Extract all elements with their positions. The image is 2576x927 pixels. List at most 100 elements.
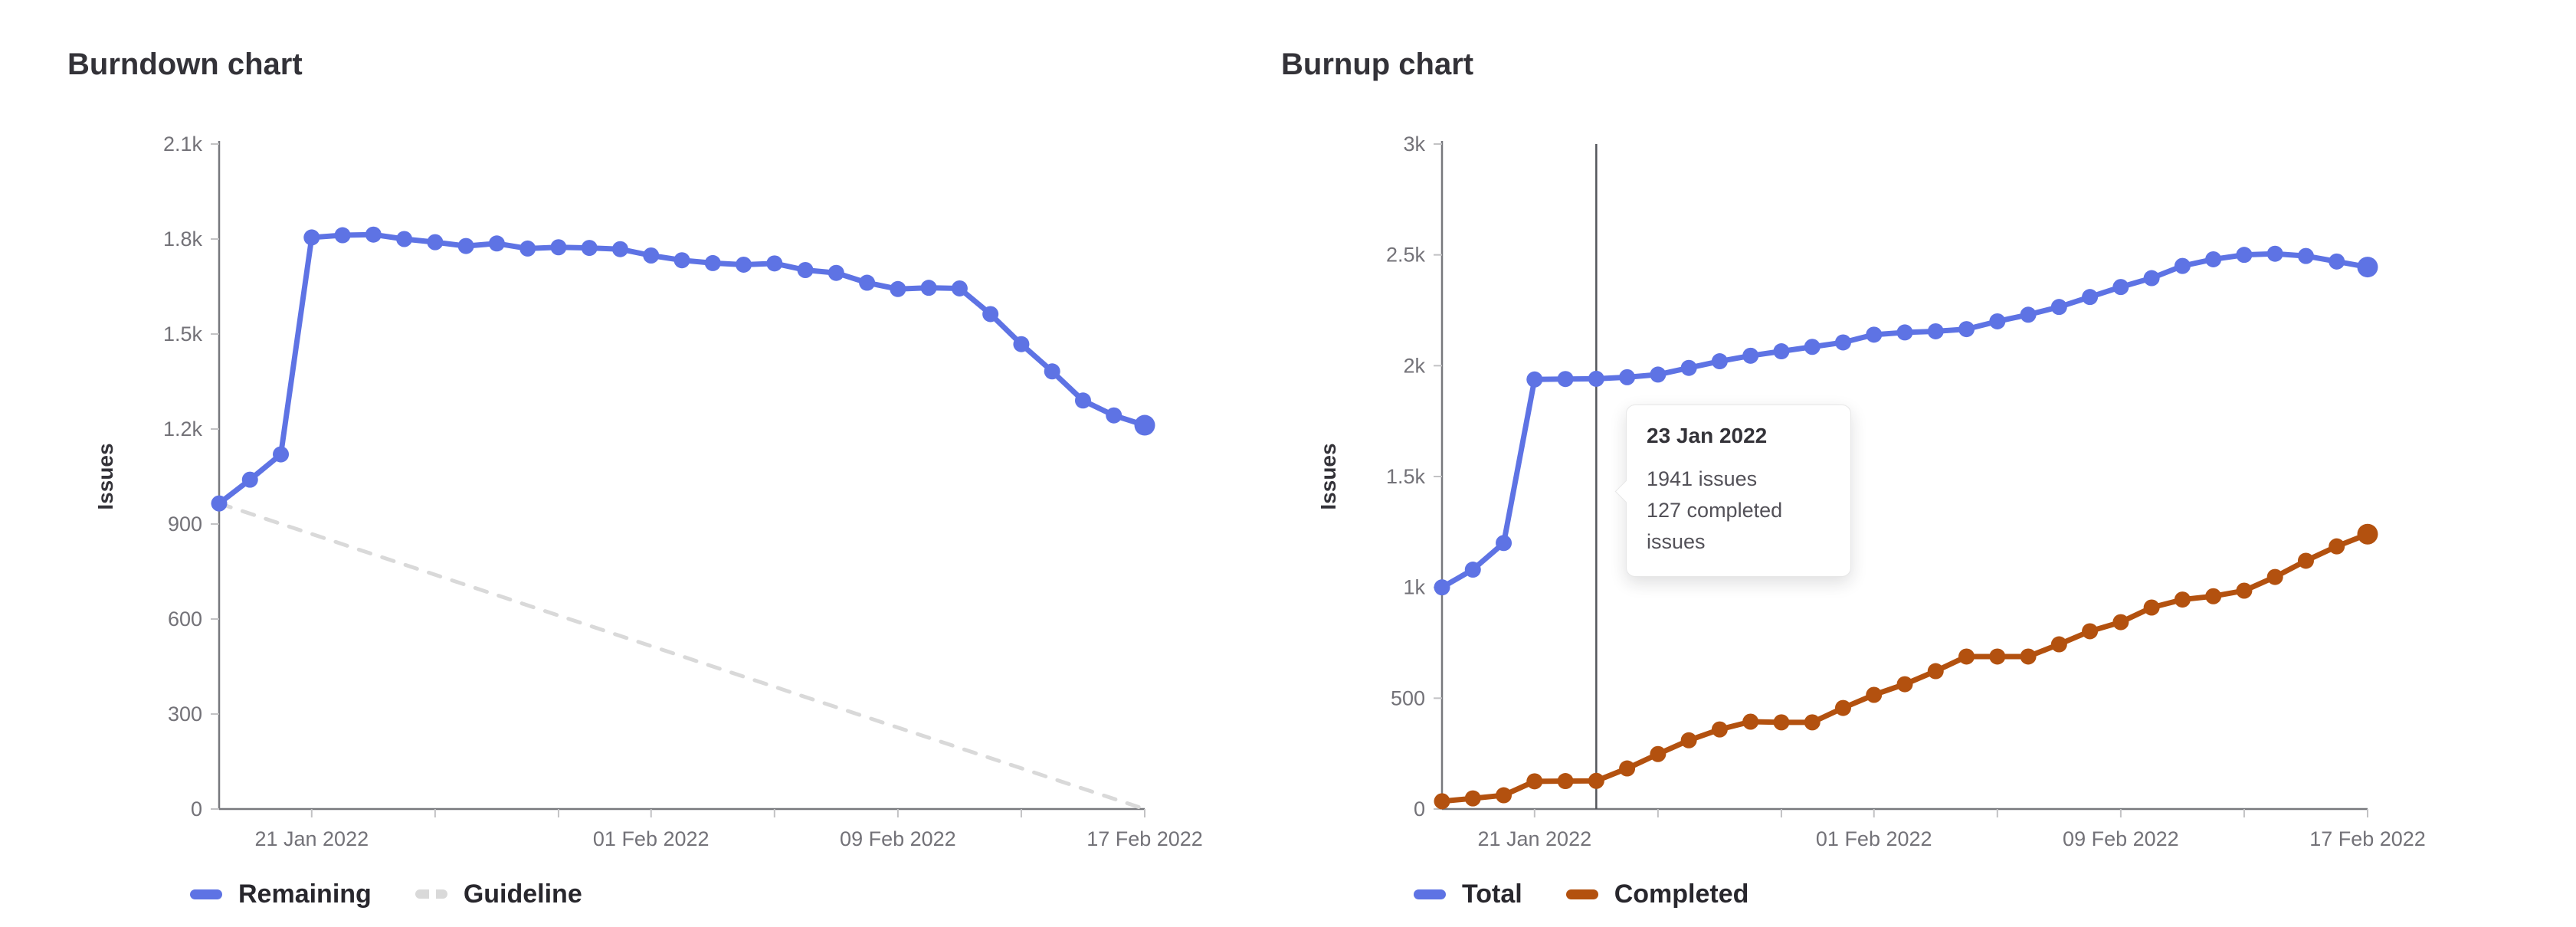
data-point[interactable]	[828, 264, 844, 281]
data-point[interactable]	[334, 227, 351, 244]
data-point[interactable]	[2050, 299, 2067, 316]
data-point[interactable]	[1834, 699, 1851, 716]
data-point[interactable]	[396, 231, 413, 247]
data-point[interactable]	[1134, 414, 1155, 436]
data-point[interactable]	[1557, 773, 1574, 790]
data-point[interactable]	[2112, 279, 2129, 296]
data-point[interactable]	[1557, 371, 1574, 388]
data-point[interactable]	[1866, 326, 1883, 343]
data-point[interactable]	[2236, 247, 2253, 264]
y-tick-label: 0	[1414, 798, 1425, 821]
data-point[interactable]	[2174, 257, 2191, 274]
data-point[interactable]	[519, 240, 536, 257]
data-point[interactable]	[1711, 721, 1728, 738]
data-point[interactable]	[1013, 336, 1030, 352]
data-point[interactable]	[2143, 270, 2160, 287]
data-point[interactable]	[2143, 599, 2160, 616]
data-point[interactable]	[2329, 253, 2345, 270]
data-point[interactable]	[1496, 787, 1512, 804]
data-point[interactable]	[611, 241, 628, 257]
data-point[interactable]	[1927, 323, 1944, 339]
data-point[interactable]	[704, 254, 721, 271]
data-point[interactable]	[890, 280, 906, 297]
data-point[interactable]	[673, 252, 690, 269]
data-point[interactable]	[1834, 334, 1851, 351]
data-point[interactable]	[1896, 676, 1913, 693]
data-point[interactable]	[1896, 324, 1913, 341]
data-point[interactable]	[1074, 392, 1091, 409]
data-point[interactable]	[2266, 245, 2283, 262]
total-legend-label: Total	[1462, 879, 1522, 909]
legend-item-remaining[interactable]: Remaining	[190, 880, 372, 909]
data-point[interactable]	[1773, 714, 1790, 731]
data-point[interactable]	[1588, 772, 1604, 789]
data-point[interactable]	[1680, 732, 1697, 748]
data-point[interactable]	[1464, 562, 1481, 578]
data-point[interactable]	[1044, 363, 1060, 380]
data-point[interactable]	[2020, 306, 2037, 323]
data-point[interactable]	[1106, 407, 1122, 424]
data-point[interactable]	[273, 446, 290, 463]
data-point[interactable]	[241, 471, 258, 488]
data-point[interactable]	[1742, 347, 1759, 364]
data-point[interactable]	[2357, 523, 2378, 545]
data-point[interactable]	[2297, 247, 2314, 264]
data-point[interactable]	[2236, 582, 2253, 599]
data-point[interactable]	[1958, 648, 1975, 665]
data-point[interactable]	[2112, 614, 2129, 631]
data-point[interactable]	[1650, 366, 1667, 383]
data-point[interactable]	[2174, 591, 2191, 608]
data-point[interactable]	[1680, 359, 1697, 376]
data-point[interactable]	[859, 274, 876, 291]
data-point[interactable]	[643, 247, 660, 264]
data-point[interactable]	[951, 280, 968, 296]
data-point[interactable]	[1464, 790, 1481, 807]
data-point[interactable]	[550, 239, 567, 256]
data-point[interactable]	[1989, 648, 2006, 665]
data-point[interactable]	[1434, 579, 1450, 596]
data-point[interactable]	[2357, 257, 2378, 278]
data-point[interactable]	[1496, 535, 1512, 552]
data-point[interactable]	[211, 495, 228, 512]
data-point[interactable]	[920, 280, 937, 296]
legend-item-guideline[interactable]: Guideline	[415, 880, 582, 909]
data-point[interactable]	[2082, 623, 2099, 640]
data-point[interactable]	[1526, 773, 1543, 790]
data-point[interactable]	[1619, 369, 1636, 385]
data-point[interactable]	[581, 240, 598, 257]
data-point[interactable]	[797, 262, 814, 279]
data-point[interactable]	[1804, 339, 1821, 355]
data-point[interactable]	[1434, 793, 1450, 810]
data-point[interactable]	[2020, 648, 2037, 665]
legend-item-completed[interactable]: Completed	[1565, 880, 1748, 909]
data-point[interactable]	[1866, 686, 1883, 703]
data-point[interactable]	[1711, 353, 1728, 370]
data-point[interactable]	[1773, 343, 1790, 360]
data-point[interactable]	[766, 255, 783, 272]
data-point[interactable]	[1927, 663, 1944, 680]
data-point[interactable]	[1526, 371, 1543, 388]
data-point[interactable]	[1742, 713, 1759, 730]
data-point[interactable]	[2297, 552, 2314, 569]
data-point[interactable]	[1989, 313, 2006, 329]
data-point[interactable]	[457, 237, 474, 254]
data-point[interactable]	[2082, 289, 2099, 306]
data-point[interactable]	[1588, 370, 1604, 387]
data-point[interactable]	[488, 235, 505, 252]
data-point[interactable]	[1958, 321, 1975, 338]
data-point[interactable]	[427, 234, 444, 251]
data-point[interactable]	[2266, 568, 2283, 585]
data-point[interactable]	[1650, 745, 1667, 762]
data-point[interactable]	[1619, 760, 1636, 777]
data-point[interactable]	[365, 226, 382, 243]
data-point[interactable]	[2205, 251, 2222, 267]
data-point[interactable]	[2329, 538, 2345, 555]
legend-item-total[interactable]: Total	[1414, 880, 1522, 909]
data-point[interactable]	[982, 306, 999, 323]
data-point[interactable]	[1804, 714, 1821, 731]
data-point[interactable]	[736, 256, 752, 273]
data-point[interactable]	[303, 229, 320, 246]
data-point[interactable]	[2205, 588, 2222, 604]
data-point[interactable]	[2050, 636, 2067, 653]
